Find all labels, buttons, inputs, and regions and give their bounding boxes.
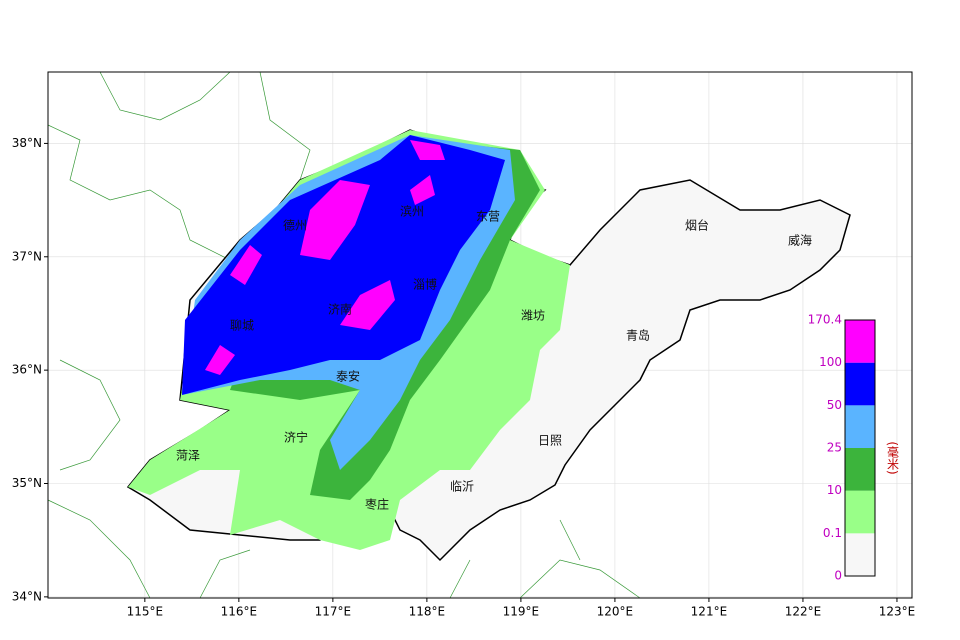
y-tick-label: 34°N [12, 589, 42, 603]
y-tick-label: 35°N [12, 476, 42, 490]
legend-band [845, 320, 875, 363]
x-tick-label: 121°E [691, 605, 728, 619]
x-tick-label: 117°E [315, 605, 352, 619]
legend-band [845, 362, 875, 406]
y-tick-label: 38°N [12, 136, 42, 150]
x-tick-label: 118°E [409, 605, 446, 619]
x-tick-label: 115°E [127, 605, 164, 619]
legend-label: 25 [827, 441, 842, 455]
city-label: 泰安 [336, 369, 360, 384]
city-label: 威海 [788, 233, 812, 248]
legend-label: 0 [834, 569, 842, 583]
legend-border [844, 319, 876, 577]
legend-band [845, 490, 875, 534]
city-label: 枣庄 [365, 497, 389, 512]
city-label: 淄博 [413, 277, 437, 292]
x-tick-label: 120°E [597, 605, 634, 619]
x-tick-label: 116°E [221, 605, 258, 619]
x-tick-label: 119°E [503, 605, 540, 619]
city-label: 济南 [328, 302, 352, 317]
legend-label: 50 [827, 398, 842, 412]
legend: 0 0.1 10 25 50 100 170.4 (毫米) [808, 313, 900, 583]
y-tick-label: 37°N [12, 249, 42, 263]
city-label: 临沂 [450, 480, 474, 494]
x-tick-label: 122°E [785, 605, 822, 619]
legend-unit: (毫米) [886, 441, 900, 474]
city-label: 德州 [283, 218, 307, 233]
city-label: 菏泽 [176, 449, 200, 463]
city-label: 日照 [538, 434, 562, 448]
city-label: 济宁 [284, 430, 308, 445]
legend-label: 10 [827, 483, 842, 497]
legend-label: 0.1 [823, 526, 842, 540]
legend-band [845, 533, 875, 576]
legend-band [845, 405, 875, 448]
city-label: 滨州 [400, 204, 424, 219]
city-label: 东营 [476, 210, 500, 224]
legend-band [845, 448, 875, 491]
map-frame [47, 71, 913, 599]
city-label: 聊城 [230, 319, 254, 333]
city-label: 青岛 [626, 328, 650, 343]
city-label: 潍坊 [521, 308, 545, 323]
legend-label: 170.4 [808, 313, 842, 327]
legend-label: 100 [819, 355, 842, 369]
city-label: 烟台 [685, 218, 709, 233]
zone-magenta [205, 140, 445, 375]
x-tick-label: 123°E [879, 605, 916, 619]
shandong-precipitation [126, 129, 851, 562]
neighbor-boundaries [47, 71, 641, 599]
y-tick-label: 36°N [12, 363, 42, 377]
axis-ticks: 115°E 116°E 117°E 118°E 119°E 120°E 121°E 122°E… [12, 136, 915, 619]
